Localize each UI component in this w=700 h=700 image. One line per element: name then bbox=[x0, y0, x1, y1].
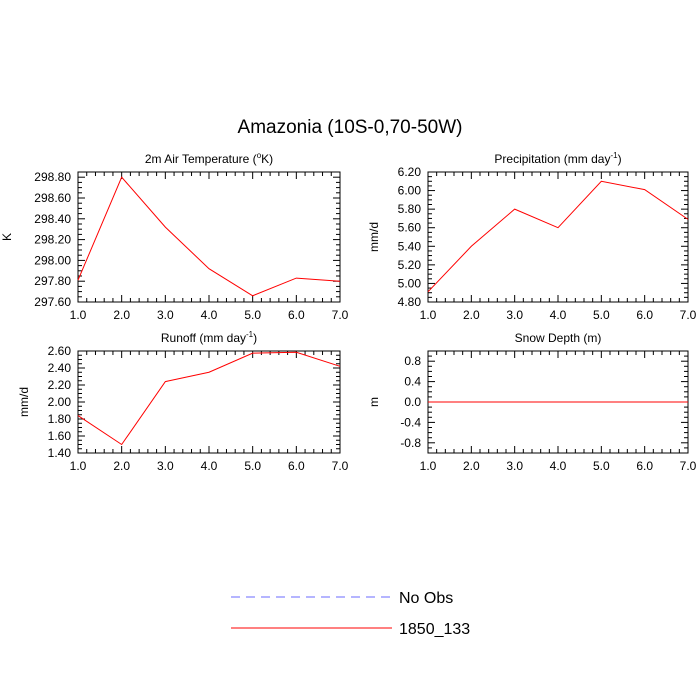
y-tick-label: 2.20 bbox=[48, 378, 72, 392]
y-tick-label: 6.20 bbox=[398, 165, 422, 179]
x-tick-label: 7.0 bbox=[680, 459, 697, 473]
x-tick-label: 3.0 bbox=[157, 308, 174, 322]
legend: No Obs 1850_133 bbox=[231, 590, 470, 638]
x-tick-label: 2.0 bbox=[463, 308, 480, 322]
precipitation-panel: Precipitation (mm day-1) mm/d 1.0 2.0 3.0 4.0… bbox=[367, 151, 697, 322]
x-tick-label: 1.0 bbox=[420, 459, 437, 473]
x-tick-label: 6.0 bbox=[636, 308, 653, 322]
x-tick-label: 5.0 bbox=[593, 308, 610, 322]
panel-title: 2m Air Temperature (oK) bbox=[145, 151, 273, 166]
x-tick-label: 4.0 bbox=[550, 459, 567, 473]
y-tick-label: 297.60 bbox=[34, 295, 71, 309]
series-line-1850_133 bbox=[427, 180, 689, 293]
y-tick-label: -0.4 bbox=[400, 415, 421, 429]
y-tick-label: 298.80 bbox=[34, 170, 71, 184]
panel-title: Runoff (mm day-1) bbox=[161, 330, 257, 345]
x-tick-label: 3.0 bbox=[506, 459, 523, 473]
runoff-panel: Runoff (mm day-1) mm/d 1.0 2.0 3.0 4.0 5.0 6.0 7… bbox=[17, 330, 349, 473]
y-tick-label: 5.40 bbox=[398, 239, 422, 253]
snow-depth-panel: Snow Depth (m) m 1.0 2.0 3.0 4.0 5.0 6.0 7.0 -0.8… bbox=[367, 331, 697, 473]
y-tick-label: 298.60 bbox=[34, 191, 71, 205]
x-tick-label: 4.0 bbox=[201, 459, 218, 473]
panels-group: 2m Air Temperature (oK) K 1.0 2.0 3.0 4.0 5.0 6… bbox=[0, 151, 697, 473]
x-tick-label: 2.0 bbox=[113, 459, 130, 473]
y-tick-label: 298.40 bbox=[34, 212, 71, 226]
x-tick-label: 7.0 bbox=[332, 459, 349, 473]
series-line-1850_133 bbox=[77, 176, 341, 297]
x-tick-label: 4.0 bbox=[201, 308, 218, 322]
x-tick-label: 6.0 bbox=[288, 308, 305, 322]
air-temperature-panel: 2m Air Temperature (oK) K 1.0 2.0 3.0 4.0 5.0 6… bbox=[0, 151, 349, 322]
x-tick-label: 6.0 bbox=[636, 459, 653, 473]
y-tick-label: 1.60 bbox=[48, 429, 72, 443]
y-tick-label: 0.4 bbox=[404, 375, 421, 389]
y-axis-label: K bbox=[0, 233, 14, 241]
plot-frame bbox=[77, 350, 341, 454]
y-tick-label: 0.8 bbox=[404, 354, 421, 368]
figure-title: Amazonia (10S-0,70-50W) bbox=[237, 117, 463, 138]
x-tick-label: 6.0 bbox=[288, 459, 305, 473]
x-tick-label: 7.0 bbox=[680, 308, 697, 322]
plot-frame bbox=[77, 171, 341, 303]
x-tick-label: 3.0 bbox=[157, 459, 174, 473]
x-tick-label: 1.0 bbox=[70, 308, 87, 322]
x-tick-label: 4.0 bbox=[550, 308, 567, 322]
y-tick-label: 2.00 bbox=[48, 395, 72, 409]
y-tick-label: 4.80 bbox=[398, 295, 422, 309]
legend-label: No Obs bbox=[399, 590, 453, 607]
y-tick-label: 0.0 bbox=[404, 395, 421, 409]
y-tick-label: 298.20 bbox=[34, 233, 71, 247]
x-tick-label: 5.0 bbox=[593, 459, 610, 473]
x-tick-label: 2.0 bbox=[113, 308, 130, 322]
y-tick-label: 5.20 bbox=[398, 258, 422, 272]
y-tick-label: 298.00 bbox=[34, 253, 71, 267]
x-tick-label: 2.0 bbox=[463, 459, 480, 473]
y-axis-label: m bbox=[367, 397, 381, 407]
y-tick-label: 5.00 bbox=[398, 276, 422, 290]
x-tick-label: 3.0 bbox=[506, 308, 523, 322]
y-axis-label: mm/d bbox=[17, 387, 31, 417]
y-tick-label: -0.8 bbox=[400, 436, 421, 450]
panel-title: Snow Depth (m) bbox=[515, 331, 602, 345]
y-tick-label: 5.80 bbox=[398, 202, 422, 216]
y-tick-label: 297.80 bbox=[34, 274, 71, 288]
x-tick-label: 1.0 bbox=[70, 459, 87, 473]
y-tick-label: 6.00 bbox=[398, 184, 422, 198]
y-tick-label: 1.80 bbox=[48, 412, 72, 426]
y-tick-label: 5.60 bbox=[398, 221, 422, 235]
legend-entry: 1850_133 bbox=[231, 621, 470, 638]
y-tick-label: 2.60 bbox=[48, 344, 72, 358]
x-tick-label: 1.0 bbox=[420, 308, 437, 322]
y-tick-label: 2.40 bbox=[48, 361, 72, 375]
y-axis-label: mm/d bbox=[367, 222, 381, 252]
legend-label: 1850_133 bbox=[399, 621, 470, 638]
series-line-1850_133 bbox=[77, 351, 341, 446]
x-tick-label: 5.0 bbox=[244, 308, 261, 322]
legend-entry: No Obs bbox=[231, 590, 453, 607]
x-tick-label: 5.0 bbox=[244, 459, 261, 473]
plot-frame bbox=[427, 171, 689, 303]
x-tick-label: 7.0 bbox=[332, 308, 349, 322]
panel-title: Precipitation (mm day-1) bbox=[494, 151, 621, 166]
y-tick-label: 1.40 bbox=[48, 446, 72, 460]
